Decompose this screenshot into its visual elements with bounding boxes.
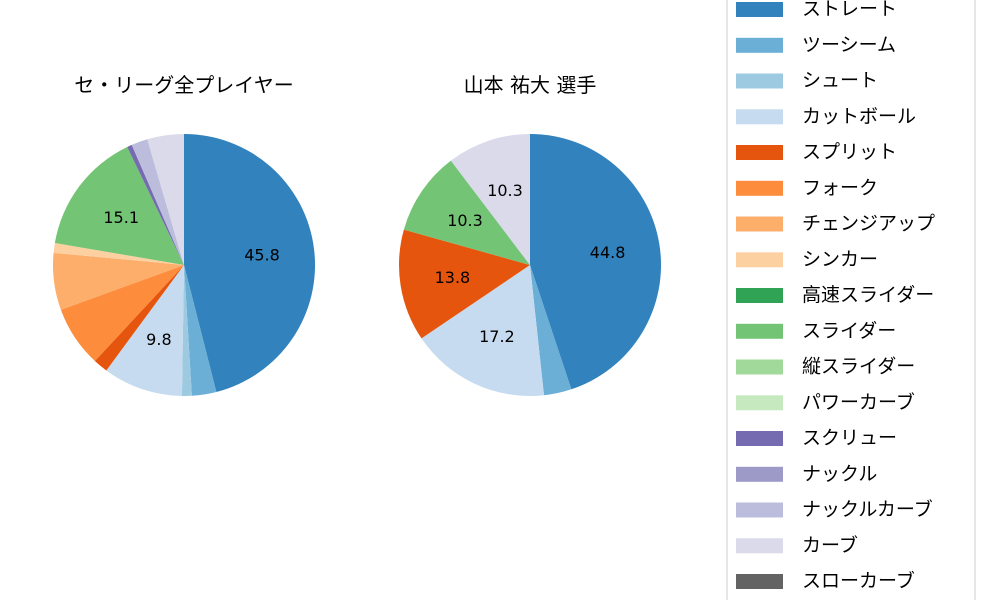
- pie-slice: [450, 134, 530, 265]
- legend-swatch: [736, 466, 783, 482]
- slice-label: 17.2: [479, 327, 515, 346]
- slice-label: 10.3: [487, 181, 523, 200]
- legend-label: スライダー: [802, 320, 896, 342]
- pie-slice: [403, 160, 530, 265]
- slice-label: 45.8: [244, 246, 280, 265]
- chart-title-player: 山本 祐大 選手: [464, 73, 597, 97]
- legend-swatch: [736, 2, 783, 17]
- legend-label: チェンジアップ: [802, 213, 935, 235]
- legend-label: スローカーブ: [802, 569, 915, 592]
- legend-swatch: [736, 180, 783, 196]
- legend-swatch: [736, 73, 783, 89]
- pie-player: 44.8 17.2 13.8 10.310.3: [398, 134, 662, 396]
- pie-slice: [530, 134, 662, 390]
- pie-slice: [184, 265, 217, 396]
- legend-swatch: [736, 288, 783, 303]
- legend-swatch: [736, 359, 783, 375]
- legend-label: ツーシーム: [802, 34, 896, 56]
- legend-swatch: [736, 109, 783, 125]
- legend-swatch: [736, 323, 783, 339]
- legend-label: パワーカーブ: [802, 390, 915, 413]
- legend-label: 高速スライダー: [802, 284, 934, 306]
- chart-title-league: セ・リーグ全プレイヤー: [74, 73, 293, 97]
- slice-label: 9.8: [146, 330, 171, 349]
- legend-label: ナックルカーブ: [802, 498, 933, 521]
- slice-label: 13.8: [435, 268, 471, 287]
- pie-slice: [53, 252, 185, 310]
- legend-swatch: [736, 431, 783, 446]
- legend: ストレートツーシームシュートカットボールスプリットフォークチェンジアップシンカー…: [726, 0, 976, 600]
- legend-frame: [726, 0, 976, 600]
- legend-label: ストレート: [802, 0, 897, 20]
- pie-slice: [131, 139, 184, 265]
- legend-swatch: [736, 502, 783, 518]
- legend-label: スプリット: [802, 141, 897, 163]
- legend-swatch: [736, 574, 783, 589]
- legend-label: フォーク: [802, 177, 878, 199]
- legend-swatch: [736, 216, 783, 232]
- pie-slice: [94, 265, 184, 371]
- pie-league: 45.8 9.8 15.1: [53, 134, 316, 396]
- slice-label: 15.1: [103, 208, 139, 227]
- legend-swatch: [736, 395, 783, 411]
- legend-swatch: [736, 538, 783, 554]
- legend-label: スクリュー: [802, 427, 897, 449]
- legend-swatch: [736, 252, 783, 268]
- legend-swatch: [736, 37, 783, 53]
- legend-label: シンカー: [802, 248, 878, 270]
- legend-label: カットボール: [802, 105, 916, 127]
- legend-label: シュート: [802, 70, 878, 92]
- pie-slice: [106, 265, 184, 396]
- pie-slice: [54, 146, 184, 265]
- legend-swatch: [736, 145, 783, 160]
- legend-label: ナックル: [802, 463, 877, 485]
- legend-label: 縦スライダー: [802, 356, 915, 378]
- pie-slice: [421, 265, 544, 396]
- legend-label: カーブ: [802, 533, 858, 556]
- pie-slice: [147, 134, 184, 265]
- pie-slice: [530, 265, 572, 396]
- slice-label: 10.3: [447, 211, 483, 230]
- pie-slice: [184, 134, 316, 392]
- pie-slice: [60, 265, 184, 361]
- pie-slice: [127, 144, 184, 265]
- slice-label: 44.8: [590, 243, 626, 262]
- pie-slice: [398, 229, 530, 339]
- pie-slice: [181, 265, 192, 396]
- pie-slice: [53, 242, 184, 265]
